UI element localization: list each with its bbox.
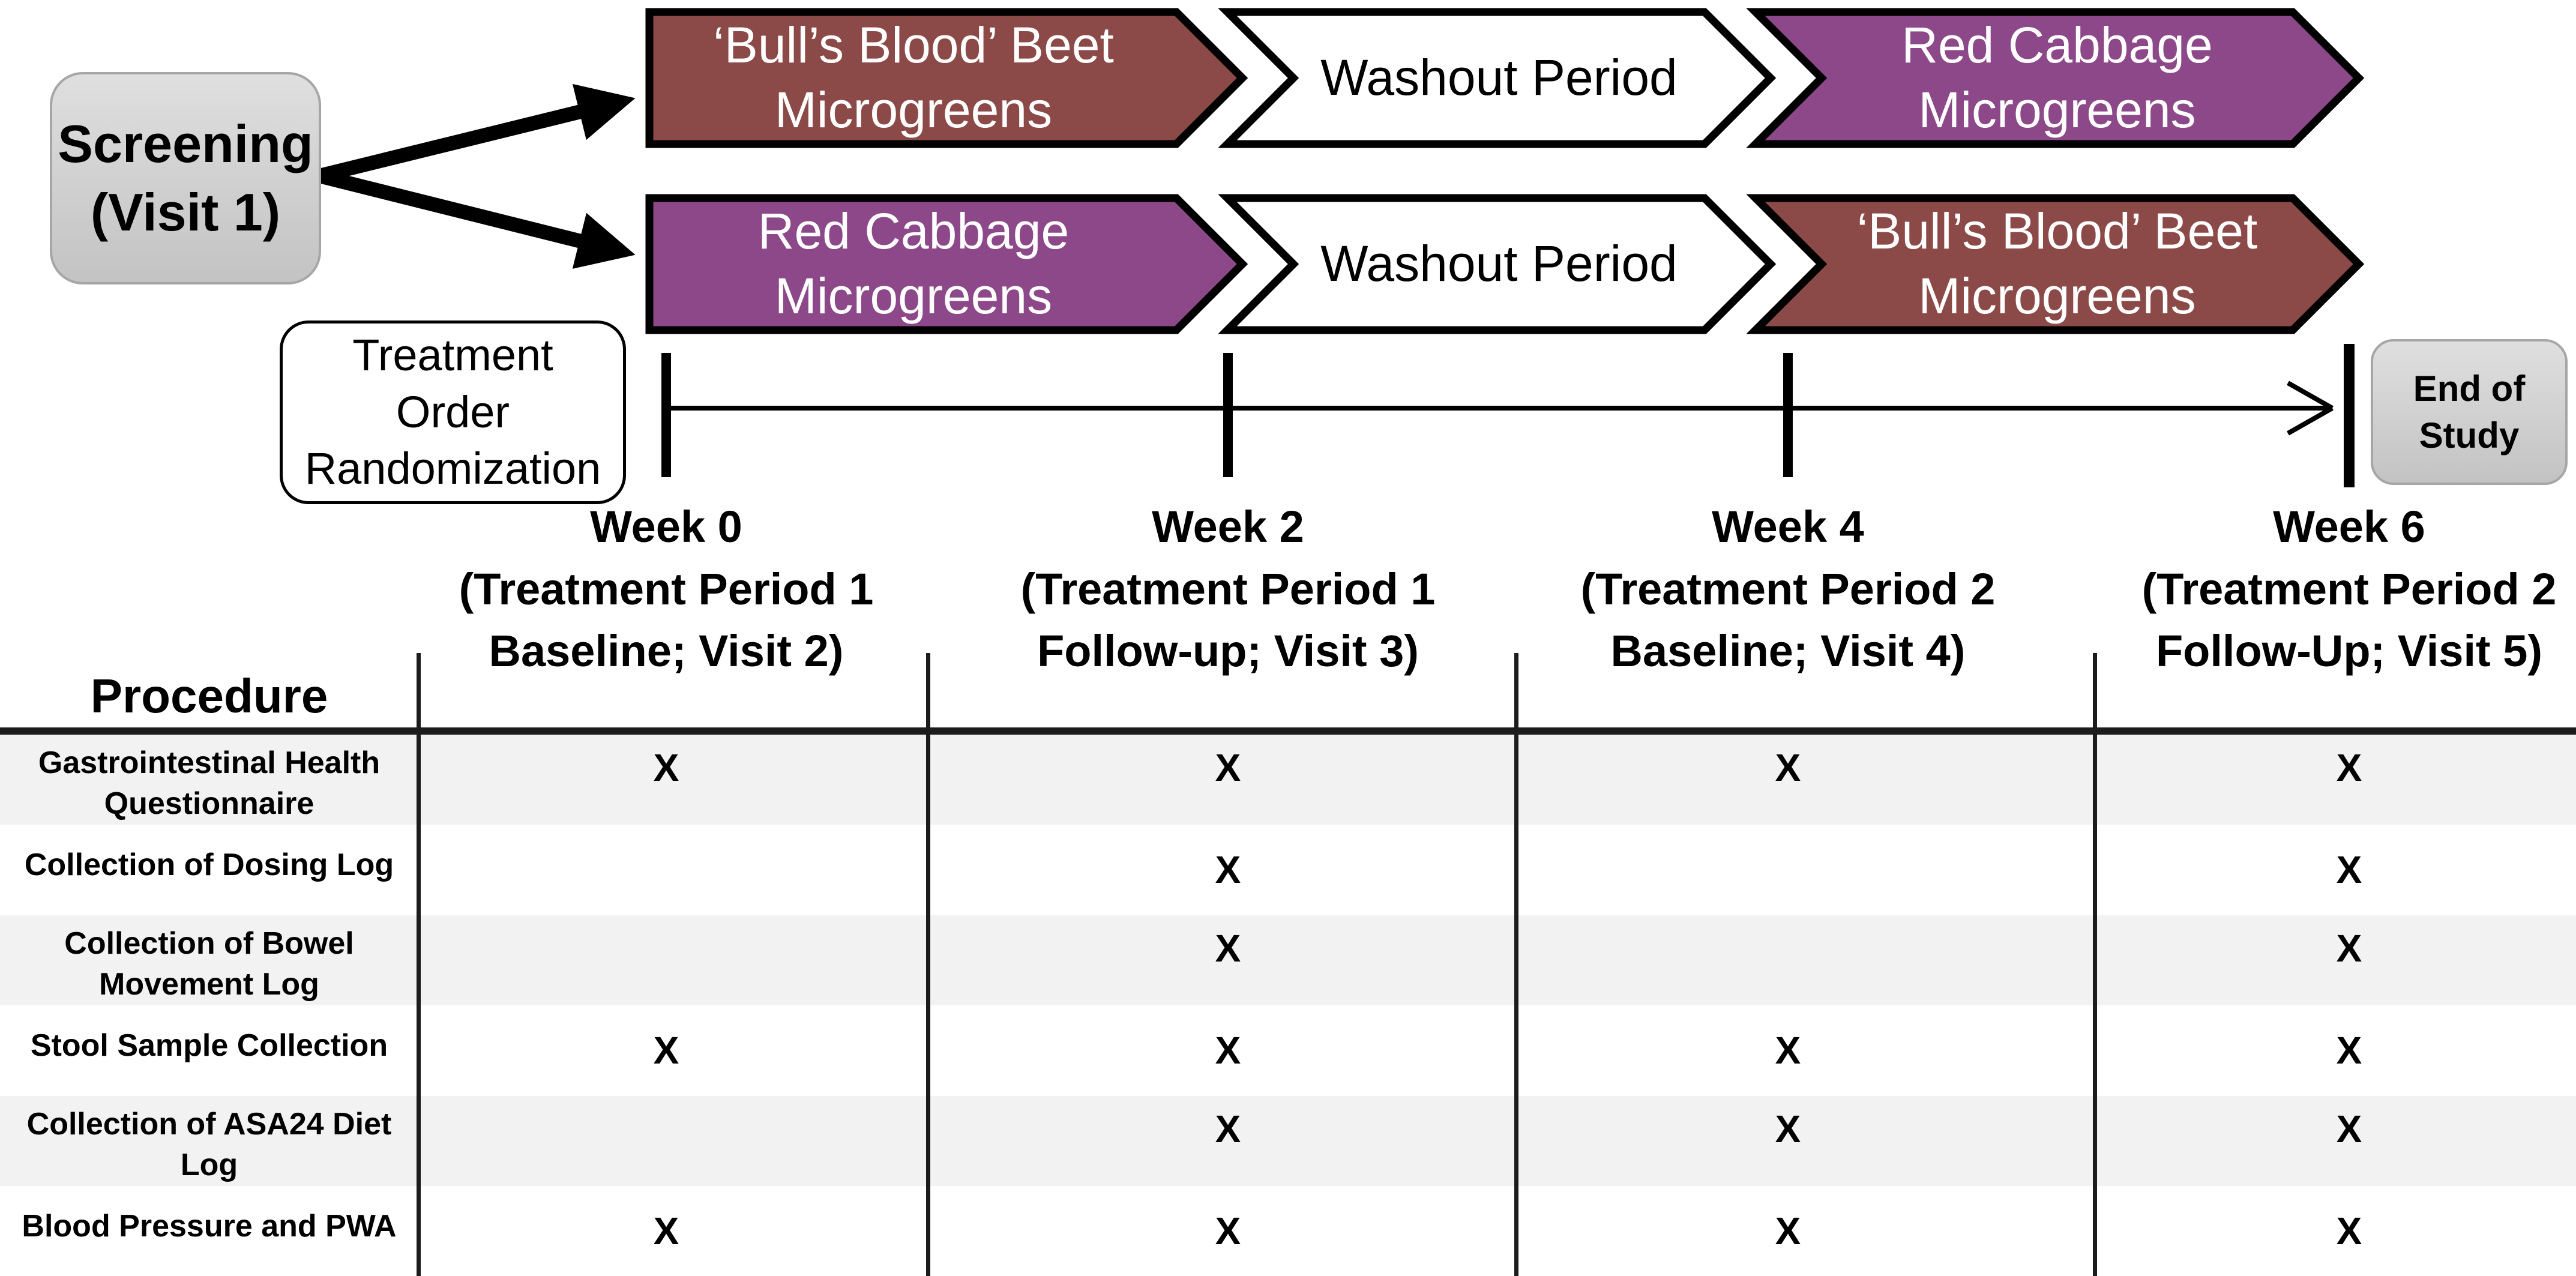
table-row: Collection of Bowel Movement Log X X <box>0 915 2576 1005</box>
mark-cell: X <box>1215 746 1241 789</box>
screening-label-line2: (Visit 1) <box>90 182 281 242</box>
table-row: Gastrointestinal Health Questionnaire X X… <box>0 735 2576 825</box>
arm2-step3-chevron <box>1746 194 2365 334</box>
branch-arrow-top <box>317 83 636 183</box>
table-header-procedure: Procedure <box>90 669 328 723</box>
randomization-box: Treatment Order Randomization <box>280 321 626 504</box>
mark-cell: X <box>653 1029 679 1072</box>
mark-cell: X <box>1215 1107 1241 1151</box>
procedure-label: Gastrointestinal Health Questionnaire <box>38 745 381 821</box>
end-of-study-label-line2: Study <box>2419 415 2520 456</box>
table-header-rule <box>0 727 2576 735</box>
mark-cell: X <box>653 746 679 789</box>
procedure-label: Collection of Bowel Movement Log <box>64 926 354 1002</box>
arm2-step1-chevron <box>645 194 1248 334</box>
mark-cell: X <box>2336 1107 2362 1151</box>
week2-label: Week 2 (Treatment Period 1 Follow-up; Vi… <box>1020 502 1436 676</box>
timeline-arrowhead <box>2287 406 2334 436</box>
mark-cell: X <box>1215 1029 1241 1072</box>
arm1-step1-chevron <box>645 8 1248 148</box>
timeline-arrowhead <box>2287 381 2334 411</box>
procedure-label: Blood Pressure and PWA <box>22 1209 397 1244</box>
table-row: Stool Sample Collection X X X X <box>0 1005 2576 1096</box>
arm2-step2-chevron <box>1218 194 1777 334</box>
column-divider <box>417 653 421 1276</box>
branch-arrow-bottom <box>317 169 636 269</box>
randomization-label-line2: Order <box>396 387 510 437</box>
mark-cell: X <box>1215 848 1241 891</box>
mark-cell: X <box>1775 1209 1801 1253</box>
table-row: Collection of Dosing Log X X <box>0 825 2576 915</box>
mark-cell: X <box>1775 1029 1801 1072</box>
end-of-study-box: End of Study <box>2371 339 2568 485</box>
procedure-label: Collection of ASA24 Diet Log <box>26 1107 392 1182</box>
procedure-label: Stool Sample Collection <box>30 1028 388 1063</box>
randomization-label-line1: Treatment <box>352 330 553 380</box>
mark-cell: X <box>1215 1209 1241 1253</box>
mark-cell: X <box>1775 746 1801 789</box>
mark-cell: X <box>2336 746 2362 789</box>
mark-cell: X <box>1775 1107 1801 1151</box>
table-row: Collection of ASA24 Diet Log X X X <box>0 1096 2576 1186</box>
procedure-label: Collection of Dosing Log <box>24 847 394 882</box>
mark-cell: X <box>2336 848 2362 891</box>
mark-cell: X <box>2336 1029 2362 1072</box>
column-divider <box>2093 653 2097 1276</box>
screening-box: Screening (Visit 1) <box>50 72 321 284</box>
mark-cell: X <box>653 1209 679 1253</box>
column-divider <box>1514 653 1518 1276</box>
week6-label: Week 6 (Treatment Period 2 Follow-Up; Vi… <box>2141 502 2557 676</box>
mark-cell: X <box>2336 1209 2362 1253</box>
arm1-step3-chevron <box>1746 8 2365 148</box>
screening-label-line1: Screening <box>58 113 313 173</box>
mark-cell: X <box>1215 927 1241 970</box>
column-divider <box>926 653 930 1276</box>
end-of-study-label-line1: End of <box>2413 368 2526 409</box>
arm1-step2-chevron <box>1218 8 1777 148</box>
mark-cell: X <box>2336 927 2362 970</box>
week4-label: Week 4 (Treatment Period 2 Baseline; Vis… <box>1580 502 1996 676</box>
week0-label: Week 0 (Treatment Period 1 Baseline; Vis… <box>459 502 874 676</box>
table-row: Blood Pressure and PWA X X X X <box>0 1186 2576 1276</box>
randomization-label-line3: Randomization <box>304 444 601 494</box>
